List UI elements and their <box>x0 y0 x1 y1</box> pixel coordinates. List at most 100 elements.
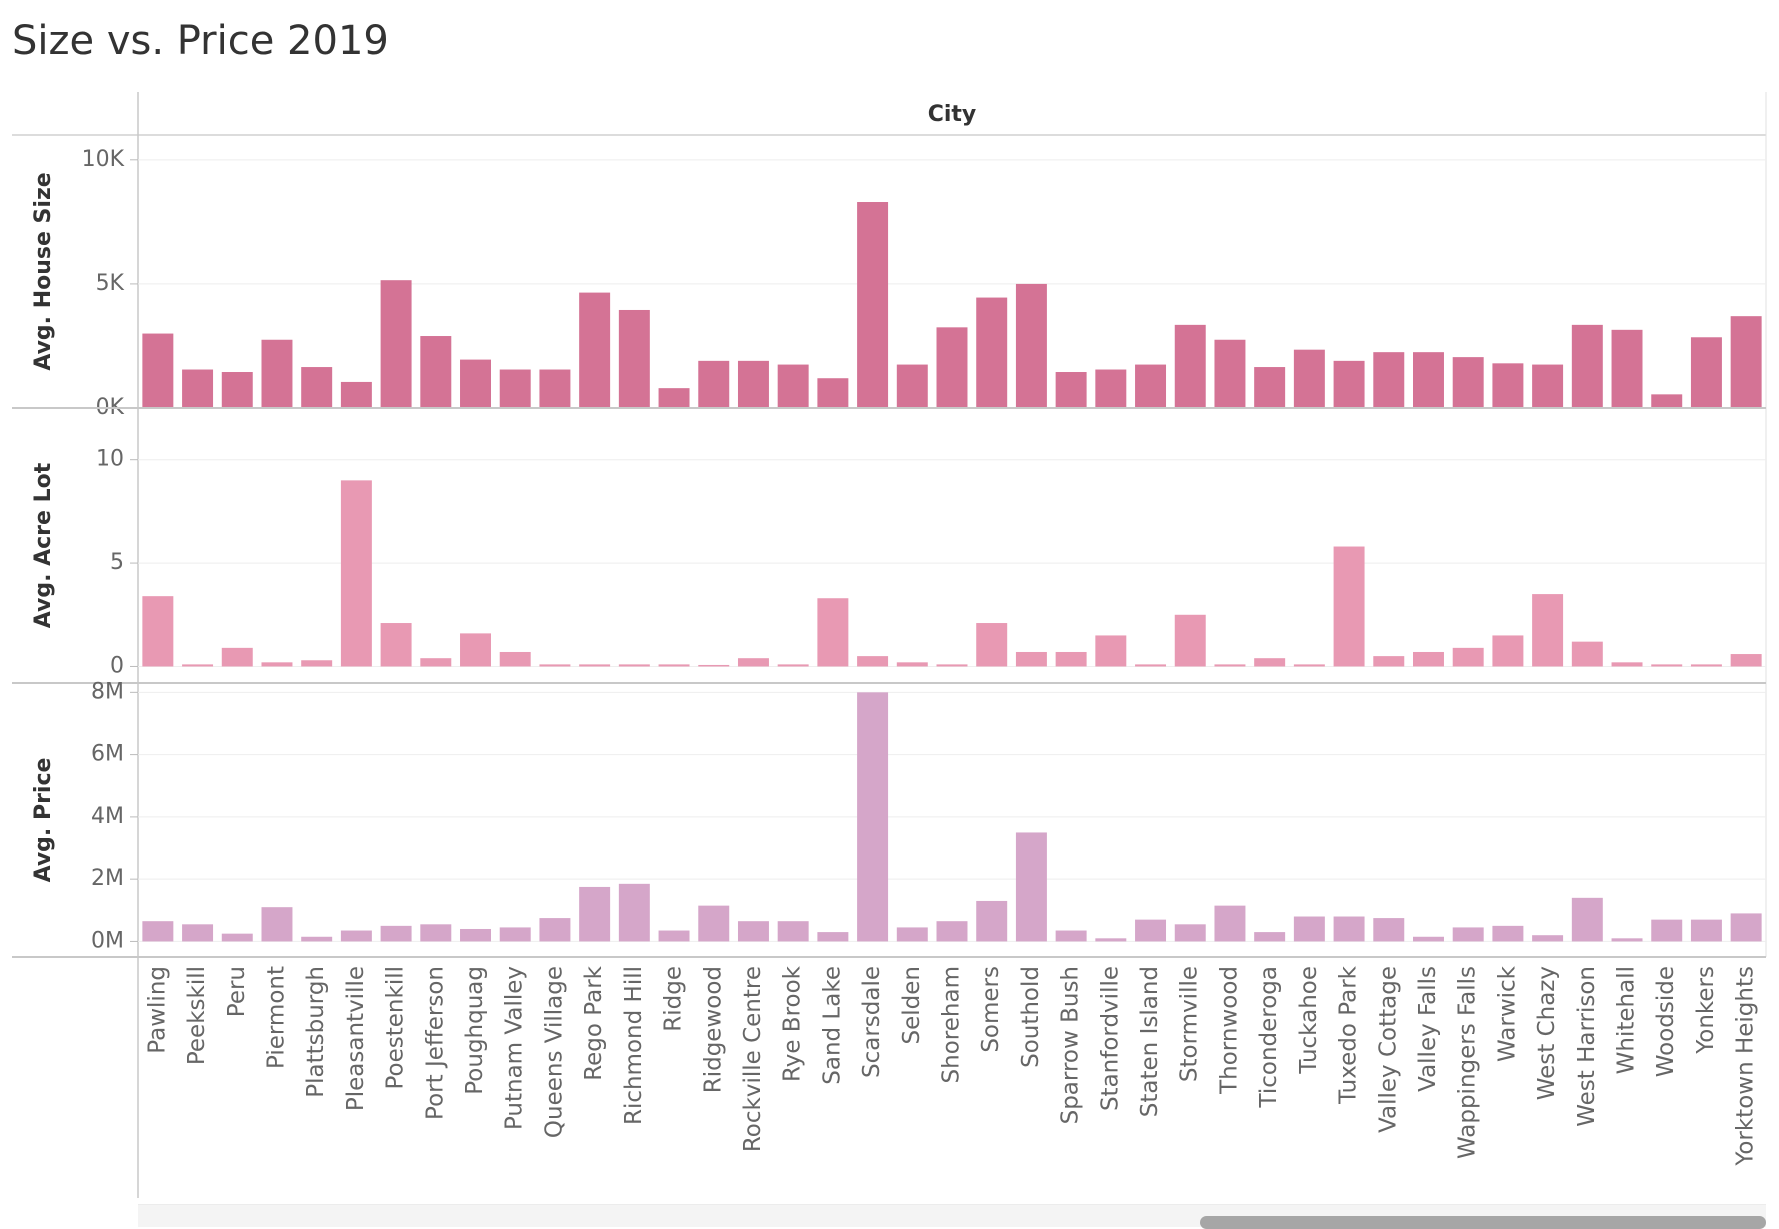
bar-avg-house-size-13[interactable] <box>658 388 690 408</box>
bar-avg-price-4[interactable] <box>301 936 333 942</box>
bar-avg-acre-lot-4[interactable] <box>301 660 333 667</box>
bar-avg-house-size-24[interactable] <box>1095 369 1127 408</box>
bar-avg-price-26[interactable] <box>1174 924 1206 942</box>
bar-avg-house-size-7[interactable] <box>420 336 452 408</box>
bar-avg-price-33[interactable] <box>1452 927 1484 942</box>
bar-avg-house-size-28[interactable] <box>1254 367 1286 408</box>
bar-avg-house-size-33[interactable] <box>1452 357 1484 408</box>
bar-avg-acre-lot-1[interactable] <box>182 664 214 667</box>
bar-avg-acre-lot-25[interactable] <box>1135 664 1167 667</box>
bar-avg-price-22[interactable] <box>1015 832 1047 942</box>
bar-avg-price-19[interactable] <box>896 927 928 942</box>
bar-avg-price-32[interactable] <box>1413 936 1444 942</box>
bar-avg-price-14[interactable] <box>698 905 730 942</box>
bar-avg-price-16[interactable] <box>777 921 809 942</box>
bar-avg-price-5[interactable] <box>340 930 372 942</box>
bar-avg-house-size-11[interactable] <box>579 292 611 408</box>
bar-avg-acre-lot-7[interactable] <box>420 658 452 667</box>
bar-avg-house-size-8[interactable] <box>460 359 491 408</box>
bar-avg-house-size-23[interactable] <box>1055 372 1087 408</box>
bar-avg-acre-lot-37[interactable] <box>1611 662 1643 667</box>
bar-avg-price-1[interactable] <box>182 924 214 942</box>
bar-avg-house-size-14[interactable] <box>698 360 730 408</box>
bar-avg-price-17[interactable] <box>817 932 849 942</box>
bar-avg-house-size-3[interactable] <box>261 339 293 408</box>
bar-avg-price-25[interactable] <box>1135 919 1167 942</box>
bar-avg-price-38[interactable] <box>1651 919 1683 942</box>
bar-avg-acre-lot-2[interactable] <box>221 647 253 667</box>
bar-avg-house-size-40[interactable] <box>1730 316 1762 408</box>
bar-avg-house-size-29[interactable] <box>1293 349 1325 408</box>
bar-avg-acre-lot-8[interactable] <box>460 633 491 667</box>
bar-avg-acre-lot-35[interactable] <box>1532 594 1564 667</box>
bar-avg-price-7[interactable] <box>420 924 452 942</box>
bar-avg-house-size-25[interactable] <box>1135 364 1167 408</box>
bar-avg-house-size-39[interactable] <box>1690 337 1722 408</box>
bar-avg-acre-lot-9[interactable] <box>499 651 531 667</box>
bar-avg-price-18[interactable] <box>857 692 889 942</box>
bar-avg-acre-lot-40[interactable] <box>1730 654 1762 667</box>
bar-avg-acre-lot-15[interactable] <box>737 658 769 667</box>
bar-avg-price-21[interactable] <box>976 900 1008 942</box>
bar-avg-house-size-30[interactable] <box>1333 360 1365 408</box>
bar-avg-price-40[interactable] <box>1730 913 1762 942</box>
bar-avg-house-size-36[interactable] <box>1571 324 1603 408</box>
bar-avg-acre-lot-23[interactable] <box>1055 651 1087 667</box>
bar-avg-house-size-27[interactable] <box>1214 339 1246 408</box>
bar-avg-house-size-6[interactable] <box>380 280 412 408</box>
bar-avg-house-size-15[interactable] <box>737 360 769 408</box>
bar-avg-acre-lot-27[interactable] <box>1214 664 1246 667</box>
bar-avg-price-6[interactable] <box>380 925 412 942</box>
bar-avg-price-36[interactable] <box>1571 897 1603 942</box>
bar-avg-price-23[interactable] <box>1055 930 1087 942</box>
bar-avg-house-size-35[interactable] <box>1532 364 1564 408</box>
bar-avg-acre-lot-10[interactable] <box>539 664 571 667</box>
bar-avg-house-size-1[interactable] <box>182 369 214 408</box>
bar-avg-house-size-20[interactable] <box>936 327 968 408</box>
bar-avg-price-2[interactable] <box>221 933 253 942</box>
bar-avg-acre-lot-36[interactable] <box>1571 641 1603 667</box>
bar-avg-acre-lot-6[interactable] <box>380 623 412 667</box>
bar-avg-acre-lot-12[interactable] <box>618 664 650 667</box>
bar-avg-acre-lot-34[interactable] <box>1492 635 1524 667</box>
bar-avg-acre-lot-5[interactable] <box>340 480 372 667</box>
bar-avg-house-size-34[interactable] <box>1492 363 1524 408</box>
bar-avg-house-size-5[interactable] <box>340 381 372 408</box>
bar-avg-acre-lot-22[interactable] <box>1015 651 1047 667</box>
bar-avg-price-13[interactable] <box>658 930 690 942</box>
bar-avg-house-size-16[interactable] <box>777 364 809 408</box>
bar-avg-acre-lot-39[interactable] <box>1690 664 1722 667</box>
bar-avg-acre-lot-31[interactable] <box>1373 656 1405 667</box>
bar-avg-house-size-12[interactable] <box>618 309 650 408</box>
bar-avg-house-size-17[interactable] <box>817 378 849 408</box>
bar-avg-price-9[interactable] <box>499 927 531 942</box>
bar-avg-price-37[interactable] <box>1611 938 1643 942</box>
bar-avg-house-size-19[interactable] <box>896 364 928 408</box>
bar-avg-price-31[interactable] <box>1373 918 1405 942</box>
bar-avg-acre-lot-16[interactable] <box>777 664 809 667</box>
bar-avg-acre-lot-13[interactable] <box>658 664 690 667</box>
bar-avg-acre-lot-30[interactable] <box>1333 546 1365 667</box>
bar-avg-acre-lot-24[interactable] <box>1095 635 1127 667</box>
bar-avg-house-size-9[interactable] <box>499 369 531 408</box>
bar-avg-house-size-22[interactable] <box>1015 283 1047 408</box>
bar-avg-house-size-10[interactable] <box>539 369 571 408</box>
bar-avg-price-8[interactable] <box>460 928 491 942</box>
bar-avg-price-0[interactable] <box>142 921 174 942</box>
bar-avg-acre-lot-19[interactable] <box>896 662 928 667</box>
bar-avg-price-29[interactable] <box>1293 916 1325 942</box>
bar-avg-price-35[interactable] <box>1532 935 1564 942</box>
bar-avg-price-20[interactable] <box>936 921 968 942</box>
bar-avg-price-39[interactable] <box>1690 919 1722 942</box>
bar-avg-price-28[interactable] <box>1254 932 1286 942</box>
bar-avg-price-34[interactable] <box>1492 925 1524 942</box>
bar-avg-price-10[interactable] <box>539 918 571 942</box>
bar-avg-acre-lot-14[interactable] <box>698 664 730 667</box>
bar-avg-acre-lot-20[interactable] <box>936 664 968 667</box>
bar-avg-house-size-26[interactable] <box>1174 324 1206 408</box>
bar-avg-acre-lot-18[interactable] <box>857 656 889 667</box>
bar-avg-house-size-21[interactable] <box>976 297 1008 408</box>
horizontal-scrollbar-thumb[interactable] <box>1200 1216 1766 1229</box>
bar-avg-acre-lot-17[interactable] <box>817 598 849 667</box>
bar-avg-acre-lot-32[interactable] <box>1413 651 1444 667</box>
